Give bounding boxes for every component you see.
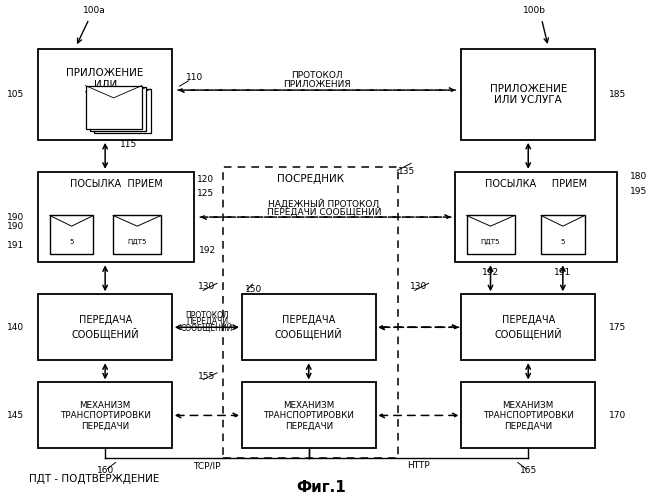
- Text: МЕХАНИЗМ
ТРАНСПОРТИРОВКИ
ПЕРЕДАЧИ: МЕХАНИЗМ ТРАНСПОРТИРОВКИ ПЕРЕДАЧИ: [263, 401, 354, 430]
- Text: ПОСЫЛКА  ПРИЕМ: ПОСЫЛКА ПРИЕМ: [70, 179, 162, 189]
- Text: 120: 120: [198, 175, 215, 184]
- Text: 130: 130: [198, 282, 216, 291]
- Bar: [38, 172, 194, 262]
- Text: 5: 5: [561, 239, 565, 245]
- Text: 125: 125: [198, 189, 215, 198]
- Text: 135: 135: [398, 167, 415, 176]
- Text: 175: 175: [609, 323, 627, 332]
- Text: 130: 130: [410, 282, 427, 291]
- Text: 105: 105: [7, 90, 24, 99]
- Text: ПЕРЕДАЧИ: ПЕРЕДАЧИ: [186, 317, 228, 326]
- Bar: [38, 49, 172, 140]
- Text: ПДТ5: ПДТ5: [481, 239, 500, 245]
- Bar: [541, 216, 585, 253]
- Bar: [95, 89, 151, 133]
- Bar: [38, 294, 172, 360]
- Text: 195: 195: [630, 187, 647, 196]
- Text: МЕХАНИЗМ
ТРАНСПОРТИРОВКИ
ПЕРЕДАЧИ: МЕХАНИЗМ ТРАНСПОРТИРОВКИ ПЕРЕДАЧИ: [60, 401, 151, 430]
- Text: 145: 145: [7, 411, 24, 420]
- Bar: [90, 87, 146, 131]
- Bar: [462, 294, 595, 360]
- Text: 140: 140: [7, 323, 24, 332]
- Text: ПРОТОКОЛ: ПРОТОКОЛ: [291, 71, 342, 80]
- Text: 5: 5: [69, 239, 74, 245]
- Text: 165: 165: [520, 466, 537, 475]
- Text: ПОСЫЛКА     ПРИЕМ: ПОСЫЛКА ПРИЕМ: [485, 179, 587, 189]
- Text: 190: 190: [7, 213, 24, 222]
- Bar: [455, 172, 617, 262]
- Bar: [466, 216, 514, 253]
- Text: ПЕРЕДАЧА
СООБЩЕНИЙ: ПЕРЕДАЧА СООБЩЕНИЙ: [494, 315, 562, 339]
- Text: 155: 155: [198, 372, 216, 381]
- Text: 180: 180: [630, 172, 647, 181]
- Text: ПРИЛОЖЕНИЯ: ПРИЛОЖЕНИЯ: [283, 80, 351, 89]
- Text: ПДТ5: ПДТ5: [128, 239, 147, 245]
- Text: ПОСРЕДНИК: ПОСРЕДНИК: [277, 174, 344, 184]
- Text: ПЕРЕДАЧА
СООБЩЕНИЙ: ПЕРЕДАЧА СООБЩЕНИЙ: [71, 315, 139, 339]
- Text: 100a: 100a: [83, 5, 106, 14]
- Text: Фиг.1: Фиг.1: [297, 480, 346, 495]
- Text: 191: 191: [554, 267, 572, 276]
- Text: 160: 160: [96, 466, 113, 475]
- Text: 192: 192: [482, 267, 499, 276]
- Bar: [242, 382, 376, 449]
- Bar: [462, 49, 595, 140]
- Bar: [85, 86, 141, 129]
- Bar: [242, 294, 376, 360]
- Text: 115: 115: [119, 140, 137, 149]
- Text: 100b: 100b: [524, 5, 546, 14]
- Text: ПРОТОКОЛ: ПРОТОКОЛ: [185, 310, 229, 319]
- Text: 192: 192: [200, 246, 216, 254]
- Text: 150: 150: [245, 285, 262, 294]
- Bar: [113, 216, 161, 253]
- Text: 190: 190: [7, 223, 24, 232]
- Text: ПРИЛОЖЕНИЕ
ИЛИ УСЛУГА: ПРИЛОЖЕНИЕ ИЛИ УСЛУГА: [490, 84, 567, 105]
- Text: НАДЕЖНЫЙ ПРОТОКОЛ: НАДЕЖНЫЙ ПРОТОКОЛ: [269, 199, 379, 208]
- Bar: [462, 382, 595, 449]
- Text: 170: 170: [609, 411, 627, 420]
- Bar: [223, 167, 398, 458]
- Text: 110: 110: [186, 73, 203, 82]
- Text: ПРИЛОЖЕНИЕ
ИЛИ
УСЛУГА: ПРИЛОЖЕНИЕ ИЛИ УСЛУГА: [67, 68, 144, 101]
- Text: ПДТ - ПОДТВЕРЖДЕНИЕ: ПДТ - ПОДТВЕРЖДЕНИЕ: [29, 474, 159, 484]
- Text: СООБЩЕНИЙ: СООБЩЕНИЙ: [181, 322, 233, 332]
- Text: 191: 191: [7, 242, 24, 250]
- Text: 185: 185: [609, 90, 627, 99]
- Text: ПЕРЕДАЧА
СООБЩЕНИЙ: ПЕРЕДАЧА СООБЩЕНИЙ: [275, 315, 342, 339]
- Text: TCP/IP: TCP/IP: [193, 461, 220, 470]
- Bar: [50, 216, 93, 253]
- Text: HTTP: HTTP: [407, 461, 430, 470]
- Text: ПЕРЕДАЧИ СООБЩЕНИЙ: ПЕРЕДАЧИ СООБЩЕНИЙ: [267, 207, 381, 217]
- Text: МЕХАНИЗМ
ТРАНСПОРТИРОВКИ
ПЕРЕДАЧИ: МЕХАНИЗМ ТРАНСПОРТИРОВКИ ПЕРЕДАЧИ: [482, 401, 574, 430]
- Bar: [38, 382, 172, 449]
